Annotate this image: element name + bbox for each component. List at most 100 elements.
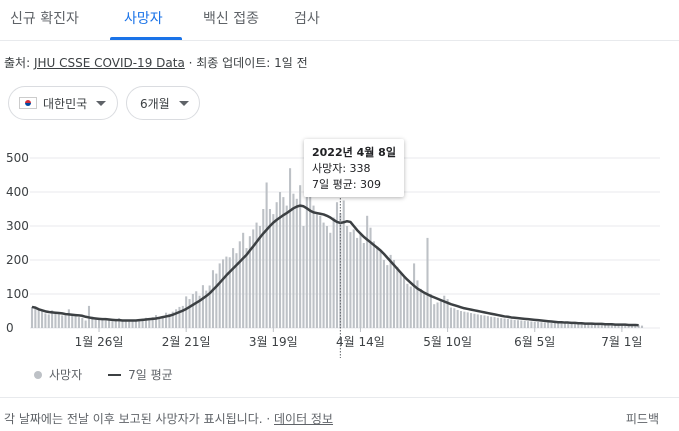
source-line: 출처: JHU CSSE COVID-19 Data · 최종 업데이트: 1일… — [4, 54, 308, 71]
bar — [252, 229, 255, 328]
bar — [222, 259, 225, 328]
bar — [416, 280, 419, 328]
bar — [44, 313, 47, 328]
bar — [61, 315, 64, 328]
bar — [111, 321, 114, 328]
bar — [456, 309, 459, 328]
x-tick-label: 6월 5일 — [514, 335, 555, 349]
bar — [275, 202, 278, 328]
bar — [289, 168, 292, 328]
bar — [299, 185, 302, 328]
bar — [366, 215, 369, 328]
bar — [268, 209, 272, 328]
y-tick-label: 200 — [6, 253, 29, 267]
tab-testing[interactable]: 검사 — [294, 11, 320, 27]
period-selector[interactable]: 6개월 — [126, 86, 200, 120]
bar — [91, 316, 94, 328]
bar — [128, 321, 131, 328]
bar — [443, 295, 446, 328]
bar — [396, 266, 399, 328]
bar — [356, 237, 359, 328]
bar — [211, 270, 215, 328]
dropdown-arrow-icon — [96, 100, 107, 106]
bar — [81, 317, 84, 328]
bar — [513, 319, 516, 328]
bar — [583, 324, 587, 328]
bar — [114, 319, 117, 328]
bar — [372, 241, 375, 328]
bar — [148, 318, 151, 328]
bar — [101, 319, 104, 328]
bar — [382, 260, 385, 328]
tooltip-deaths: 사망자: 338 — [312, 162, 371, 175]
bar — [191, 294, 194, 328]
bar — [161, 316, 164, 328]
bar — [54, 312, 57, 328]
last-updated: · 최종 업데이트: 1일 전 — [184, 56, 308, 70]
bar — [369, 227, 372, 328]
bar — [258, 226, 261, 328]
bar — [262, 209, 265, 328]
bar — [201, 285, 204, 328]
feedback-link[interactable]: 피드백 — [625, 412, 659, 426]
bar — [134, 319, 137, 328]
bar — [573, 323, 577, 328]
bar — [218, 263, 221, 328]
bar — [604, 324, 607, 328]
bar — [71, 315, 74, 328]
bar — [533, 321, 536, 328]
bar — [346, 226, 349, 328]
bar — [305, 188, 308, 328]
x-tick-label: 4월 14일 — [336, 335, 385, 349]
data-info-link[interactable]: 데이터 정보 — [274, 412, 334, 426]
bar — [265, 182, 268, 328]
country-selector[interactable]: 대한민국 — [8, 86, 118, 120]
bar — [429, 294, 432, 328]
y-tick-label: 300 — [6, 219, 29, 233]
divider — [0, 397, 679, 398]
footer-note: 각 날짜에는 전날 이후 보고된 사망자가 표시됩니다. · 데이터 정보 — [4, 410, 333, 427]
bar — [637, 325, 640, 328]
footer-text: 각 날짜에는 전날 이후 보고된 사망자가 표시됩니다. — [4, 412, 263, 426]
tab-vaccinations[interactable]: 백신 접종 — [203, 11, 259, 27]
bar — [500, 318, 503, 328]
active-tab-indicator — [110, 37, 182, 40]
bar — [419, 288, 422, 328]
bar — [144, 317, 147, 328]
bar — [620, 325, 623, 328]
bar — [426, 237, 429, 328]
bar — [449, 307, 452, 328]
bar — [74, 316, 77, 328]
bar — [476, 314, 479, 328]
bar — [238, 241, 241, 328]
bar — [165, 312, 168, 328]
source-link[interactable]: JHU CSSE COVID-19 Data — [33, 56, 185, 70]
bar — [282, 197, 285, 328]
x-tick-label: 7월 1일 — [601, 335, 642, 349]
tab-deaths[interactable]: 사망자 — [124, 11, 163, 27]
bar — [436, 302, 439, 328]
bar — [295, 198, 298, 328]
tab-new-cases[interactable]: 신규 확진자 — [10, 11, 79, 27]
bar — [322, 222, 325, 328]
bar — [557, 323, 560, 328]
bar — [245, 248, 248, 328]
deaths-chart[interactable]: 0 100 200 300 400 500 1월 26일 2월 21일 3월 19일 4월 14… — [0, 138, 679, 358]
bar — [94, 318, 97, 328]
bar — [235, 253, 238, 328]
bar — [627, 325, 630, 328]
bar — [30, 306, 34, 328]
bar — [335, 202, 339, 328]
bar — [547, 322, 550, 328]
x-tick-label: 2월 21일 — [162, 335, 211, 349]
bar — [516, 320, 520, 328]
bar — [352, 229, 355, 328]
bar — [560, 323, 563, 328]
chart-tooltip: 2022년 4월 8일 사망자: 338 7일 평균: 309 — [304, 139, 404, 197]
bar — [389, 254, 392, 328]
bar — [597, 324, 600, 328]
seven-day-average-line — [31, 204, 639, 327]
bar — [530, 321, 533, 328]
bar — [47, 314, 50, 328]
bar — [570, 323, 573, 328]
